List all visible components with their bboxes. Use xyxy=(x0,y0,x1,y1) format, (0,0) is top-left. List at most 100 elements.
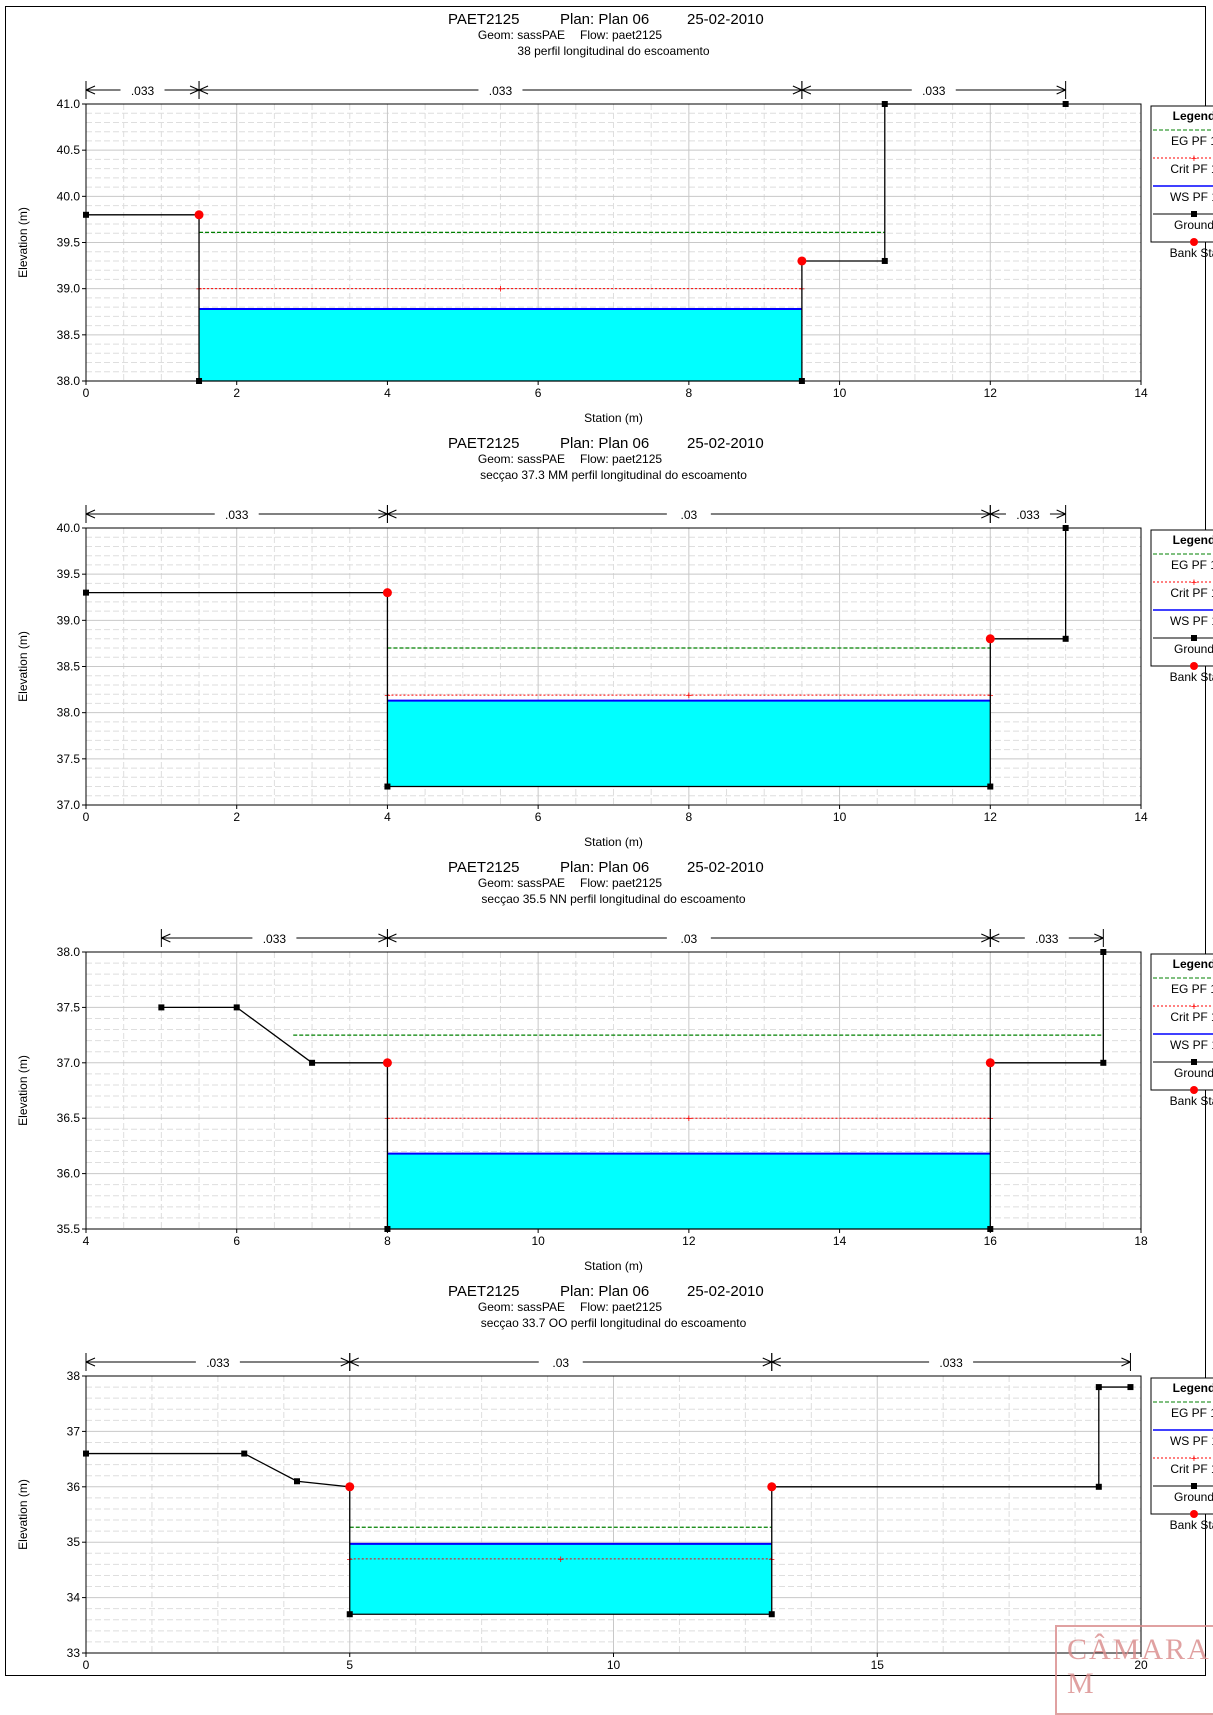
y-tick-label: 39.0 xyxy=(57,613,81,627)
x-tick-label: 4 xyxy=(384,386,391,400)
manning-arrow xyxy=(349,1357,359,1367)
chart-panel-3: PAET2125 Plan: Plan 06 25-02-2010 Geom: sas… xyxy=(16,859,1213,1273)
crit-marker: + xyxy=(686,690,692,702)
legend-entry: WS PF 1 xyxy=(1170,1038,1213,1052)
x-tick-label: 2 xyxy=(233,810,240,824)
manning-arrow xyxy=(1056,509,1066,519)
bank-station xyxy=(345,1482,355,1492)
ground-point xyxy=(1100,1059,1107,1066)
ground-point xyxy=(1095,1483,1102,1490)
x-tick-label: 14 xyxy=(1134,386,1148,400)
ground-point xyxy=(158,1004,165,1011)
legend-entry: EG PF 1 xyxy=(1171,134,1213,148)
y-tick-label: 36 xyxy=(67,1480,81,1494)
legend-title: Legend xyxy=(1173,1381,1213,1395)
y-tick-label: 37.0 xyxy=(57,798,81,812)
manning-segment: .033 xyxy=(160,929,388,947)
legend-entry: EG PF 1 xyxy=(1171,1406,1213,1420)
legend-swatch-bank xyxy=(1190,1086,1198,1094)
manning-segment: .03 xyxy=(386,929,991,947)
x-tick-label: 20 xyxy=(1134,1658,1148,1672)
legend-entry: Bank Sta xyxy=(1170,1518,1213,1532)
x-tick-label: 14 xyxy=(1134,810,1148,824)
legend-entry: WS PF 1 xyxy=(1170,614,1213,628)
manning-segment: .033 xyxy=(85,81,200,99)
water-fill xyxy=(387,1153,991,1229)
y-tick-label: 40.0 xyxy=(57,189,81,203)
manning-label: .033 xyxy=(263,932,287,946)
chart-date: 25-02-2010 xyxy=(687,11,764,28)
legend-box xyxy=(1150,953,1213,1091)
x-tick-label: 6 xyxy=(535,386,542,400)
manning-arrow xyxy=(161,933,171,943)
legend: Legend EG PF 1 WS PF 1 +Crit PF 1 Ground Bank… xyxy=(1150,1377,1213,1532)
legend-box xyxy=(1150,105,1213,243)
chart-geom: Geom: sassPAE xyxy=(478,876,565,890)
legend-entry: WS PF 1 xyxy=(1170,1434,1213,1448)
bank-station xyxy=(985,1058,995,1068)
legend-swatch-bank xyxy=(1190,662,1198,670)
manning-arrow xyxy=(771,1357,781,1367)
legend-entry: Crit PF 1 xyxy=(1170,1462,1213,1476)
ground-point xyxy=(1062,635,1069,642)
chart-flow: Flow: paet2125 xyxy=(580,876,662,890)
chart-flow: Flow: paet2125 xyxy=(580,28,662,42)
manning-segment: .033 xyxy=(771,1353,1131,1371)
x-tick-label: 4 xyxy=(83,1234,90,1248)
x-tick-label: 10 xyxy=(833,810,847,824)
legend-crit-marker: + xyxy=(1191,577,1197,589)
chart-flow: Flow: paet2125 xyxy=(580,1300,662,1314)
manning-segment: .033 xyxy=(801,81,1067,99)
legend-title: Legend xyxy=(1173,109,1213,123)
y-tick-label: 35 xyxy=(67,1535,81,1549)
legend-ground-marker xyxy=(1191,211,1197,217)
legend: Legend EG PF 1 +Crit PF 1 WS PF 1 Ground Bank… xyxy=(1150,105,1213,260)
manning-segment: .03 xyxy=(349,1353,773,1371)
manning-segment: .033 xyxy=(85,1353,351,1371)
y-tick-label: 33 xyxy=(67,1646,81,1660)
chart-panel-1: PAET2125 Plan: Plan 06 25-02-2010 Geom: sas… xyxy=(16,11,1213,425)
ground-point xyxy=(881,257,888,264)
manning-arrow xyxy=(198,85,209,95)
y-tick-label: 38.5 xyxy=(57,660,81,674)
y-tick-label: 40.5 xyxy=(57,143,81,157)
manning-arrow xyxy=(981,509,991,519)
x-tick-label: 2 xyxy=(233,386,240,400)
manning-arrow xyxy=(1056,85,1066,95)
manning-label: .033 xyxy=(922,84,946,98)
legend-entry: Bank Sta xyxy=(1170,1094,1213,1108)
bank-station xyxy=(382,588,392,598)
bank-station xyxy=(382,1058,392,1068)
manning-label: .033 xyxy=(206,1356,230,1370)
manning-arrow xyxy=(378,509,388,519)
manning-segment: .033 xyxy=(989,505,1067,523)
ground-line xyxy=(86,103,1066,382)
ground-point xyxy=(1095,1384,1102,1391)
manning-label: .03 xyxy=(552,1356,569,1370)
y-tick-label: 37 xyxy=(67,1424,81,1438)
legend-ground-marker xyxy=(1191,1059,1197,1065)
manning-label: .033 xyxy=(1016,508,1040,522)
bank-station xyxy=(767,1482,777,1492)
legend-swatch-bank xyxy=(1190,1510,1198,1518)
manning-arrow xyxy=(340,1357,350,1367)
stamp-text: CÂMARA M xyxy=(1067,1633,1210,1700)
legend-entry: Crit PF 1 xyxy=(1170,1010,1213,1024)
manning-label: .033 xyxy=(225,508,249,522)
legend-entry: Crit PF 1 xyxy=(1170,586,1213,600)
ground-point xyxy=(233,1004,240,1011)
y-tick-label: 38 xyxy=(67,1369,81,1383)
manning-arrow xyxy=(85,509,96,519)
manning-arrow xyxy=(85,85,96,95)
y-tick-label: 39.0 xyxy=(57,282,81,296)
x-tick-label: 6 xyxy=(233,1234,240,1248)
ground-line xyxy=(86,1386,1131,1615)
chart-plan: Plan: Plan 06 xyxy=(560,435,649,452)
manning-arrow xyxy=(85,1357,96,1367)
y-tick-label: 38.0 xyxy=(57,706,81,720)
legend-entry: Bank Sta xyxy=(1170,670,1213,684)
manning-arrow xyxy=(792,85,803,95)
legend-swatch-bank xyxy=(1190,238,1198,246)
y-tick-label: 41.0 xyxy=(57,97,81,111)
x-tick-label: 0 xyxy=(83,1658,90,1672)
